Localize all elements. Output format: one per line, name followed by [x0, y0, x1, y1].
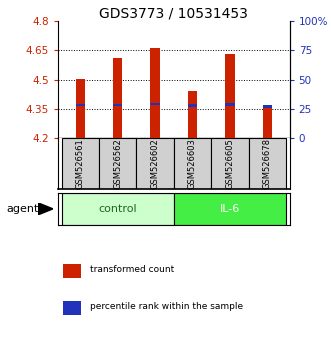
Bar [262, 105, 272, 138]
Text: GSM526678: GSM526678 [263, 138, 272, 189]
Text: control: control [98, 204, 137, 214]
Text: GSM526603: GSM526603 [188, 138, 197, 189]
Polygon shape [38, 203, 53, 215]
Text: percentile rank within the sample: percentile rank within the sample [90, 302, 244, 311]
Text: GSM526605: GSM526605 [225, 138, 234, 189]
Bar [225, 103, 234, 106]
Bar [262, 105, 272, 108]
Bar [174, 138, 211, 189]
Bar [113, 104, 122, 107]
Text: GSM526602: GSM526602 [151, 138, 160, 189]
Bar [99, 138, 136, 189]
Bar [188, 104, 197, 107]
Bar [188, 91, 197, 138]
Bar [76, 104, 85, 107]
Bar [63, 301, 81, 315]
Text: agent: agent [7, 204, 39, 214]
Bar [225, 54, 234, 138]
Bar [150, 48, 160, 138]
Bar [249, 138, 286, 189]
Text: transformed count: transformed count [90, 265, 175, 274]
Bar [113, 58, 122, 138]
Bar [136, 138, 174, 189]
Text: GSM526562: GSM526562 [113, 138, 122, 189]
Bar [62, 193, 174, 225]
Bar [76, 79, 85, 138]
Text: IL-6: IL-6 [220, 204, 240, 214]
Bar [174, 193, 286, 225]
Text: GSM526561: GSM526561 [76, 138, 85, 189]
Bar [211, 138, 249, 189]
Title: GDS3773 / 10531453: GDS3773 / 10531453 [99, 6, 248, 20]
Bar [150, 103, 160, 105]
Bar [63, 264, 81, 278]
Bar [62, 138, 99, 189]
